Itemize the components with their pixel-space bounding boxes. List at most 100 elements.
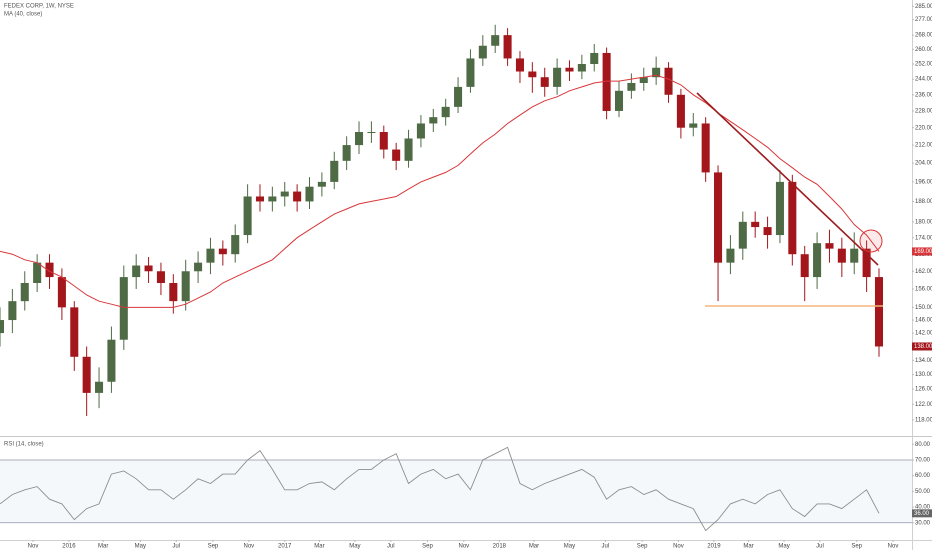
candle-body: [181, 271, 190, 302]
candle-body: [553, 67, 562, 87]
x-tick-label: Sep: [208, 544, 219, 550]
x-tick-label: Mar: [98, 544, 108, 550]
y-tick-label: 142.00: [915, 331, 932, 337]
y-tick-label: 268.00: [915, 33, 932, 39]
ma-tag-bg: [912, 247, 932, 256]
candle-body: [8, 301, 17, 321]
candle-body: [825, 243, 834, 249]
y-tick-label: 146.00: [915, 318, 932, 324]
ma-line: [0, 74, 880, 308]
candle-body: [813, 243, 822, 278]
x-tick-label: May: [135, 544, 146, 550]
y-tick-label: 162.00: [915, 269, 932, 275]
candle-body: [454, 86, 463, 107]
candle-body: [689, 123, 698, 128]
rsi-band: [0, 459, 912, 523]
x-tick-label: Jul: [172, 544, 180, 550]
candle-body: [330, 160, 339, 182]
x-tick-label: Nov: [28, 544, 39, 550]
y-tick-label: 228.00: [915, 109, 932, 115]
y-tick-label: 134.00: [915, 358, 932, 364]
rsi-tick-label: 80.00: [915, 442, 931, 448]
candle-body: [156, 271, 165, 283]
rsi-tick-label: 30.00: [915, 520, 931, 526]
x-tick-label: Mar: [314, 544, 324, 550]
candle-body: [379, 131, 388, 150]
marks: 118.00 122.00 126.00 130.00 134.00 138.00 142.…: [0, 4, 932, 550]
candle-body: [503, 35, 512, 59]
candle-body: [57, 277, 66, 308]
y-tick-label: 285.00: [915, 4, 932, 10]
x-tick-label: Sep: [637, 544, 648, 550]
candle-body: [639, 77, 648, 83]
candle-body: [317, 181, 326, 187]
x-tick-label: Nov: [673, 544, 684, 550]
candle-body: [441, 106, 450, 118]
candle-body: [194, 262, 203, 272]
close-tag: 138.00: [914, 344, 932, 350]
candle-body: [243, 196, 252, 236]
y-tick-label: 196.00: [915, 179, 932, 185]
x-tick-label: Sep: [851, 544, 862, 550]
x-tick-label: Sep: [422, 544, 433, 550]
candle-body: [565, 67, 574, 72]
candle-body: [590, 52, 599, 65]
y-tick-label: 174.00: [915, 235, 932, 241]
candle-body: [763, 227, 772, 236]
candle-body: [466, 58, 475, 87]
candle-body: [70, 307, 79, 357]
candle-body: [33, 262, 42, 283]
candle-body: [404, 138, 413, 161]
y-tick-label: 236.00: [915, 92, 932, 98]
y-tick-label: 150.00: [915, 305, 932, 311]
candle-body: [652, 67, 661, 78]
candle-body: [169, 282, 178, 302]
candle-body: [144, 265, 153, 272]
rsi-tick-label: 50.00: [915, 489, 931, 495]
candle-body: [429, 117, 438, 124]
close-tag-bg: [912, 342, 932, 351]
y-tick-label: 122.00: [915, 402, 932, 408]
y-tick-label: 260.00: [915, 47, 932, 53]
x-tick-label: Nov: [459, 544, 470, 550]
candle-body: [775, 181, 784, 236]
candle-body: [577, 64, 586, 72]
candle-body: [119, 277, 128, 340]
y-tick-label: 244.00: [915, 77, 932, 83]
y-tick-label: 118.00: [915, 417, 932, 423]
candle-body: [515, 58, 524, 72]
candle-body: [342, 145, 351, 161]
x-tick-label: 2018: [493, 544, 507, 550]
candle-body: [540, 77, 549, 87]
candle-body: [354, 131, 364, 146]
rsi-line: [0, 446, 880, 532]
candle-body: [614, 90, 624, 111]
highlight-circle: [859, 229, 883, 253]
candle-body: [491, 35, 500, 46]
x-tick-label: 2019: [707, 544, 721, 550]
candle-body: [837, 248, 846, 263]
x-tick-label: 2016: [62, 544, 76, 550]
candle-body: [874, 277, 884, 347]
chart-title: FEDEX CORP, 1W, NYSE: [4, 4, 74, 10]
x-tick-label: Jul: [387, 544, 395, 550]
candle-body: [676, 94, 685, 128]
candle-body: [0, 320, 5, 334]
candle-body: [206, 248, 215, 263]
candle-body: [392, 149, 401, 161]
candle-body: [82, 356, 91, 393]
x-tick-label: Mar: [743, 544, 753, 550]
candle-body: [305, 186, 314, 202]
x-tick-label: May: [778, 544, 789, 550]
x-tick-label: Nov: [244, 544, 255, 550]
x-tick-label: 2017: [278, 544, 292, 550]
rsi-tick-label: 70.00: [915, 458, 931, 464]
candle-body: [416, 123, 425, 139]
rsi-tag: 36.00: [914, 511, 930, 517]
rsi-tick-label: 40.00: [915, 505, 931, 511]
candle-body: [751, 221, 760, 228]
candle-body: [280, 191, 289, 197]
y-tick-label: 220.00: [915, 125, 932, 131]
